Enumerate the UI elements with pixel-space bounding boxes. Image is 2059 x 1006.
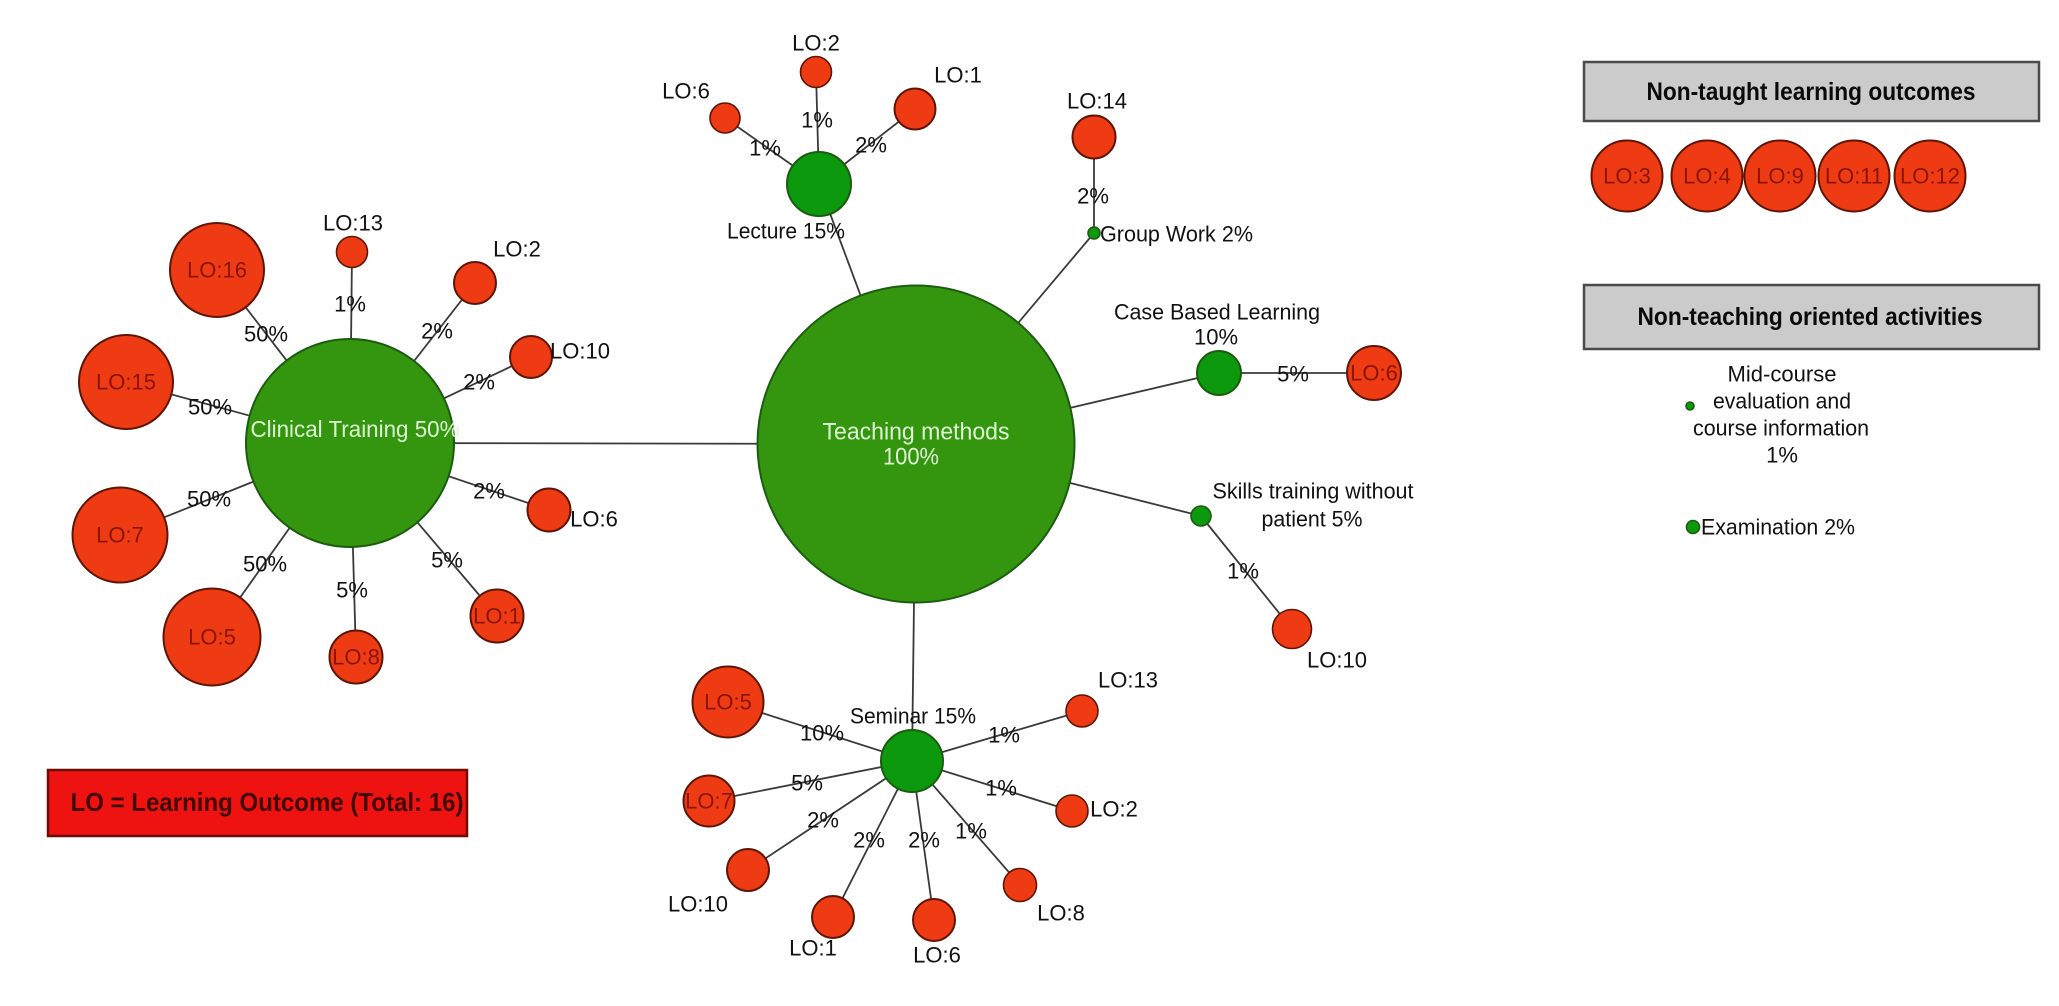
svg-text:5%: 5% xyxy=(791,771,823,796)
svg-text:50%: 50% xyxy=(244,322,288,347)
svg-text:1%: 1% xyxy=(334,292,366,317)
svg-text:2%: 2% xyxy=(473,479,505,504)
svg-text:LO:13: LO:13 xyxy=(323,211,383,236)
svg-text:LO:7: LO:7 xyxy=(96,523,144,548)
svg-text:1%: 1% xyxy=(988,723,1020,748)
svg-text:2%: 2% xyxy=(908,828,940,853)
svg-text:2%: 2% xyxy=(853,828,885,853)
svg-text:1%: 1% xyxy=(749,136,781,161)
svg-text:course information: course information xyxy=(1693,416,1869,441)
svg-text:LO:1: LO:1 xyxy=(934,63,982,88)
svg-text:LO:3: LO:3 xyxy=(1603,164,1651,189)
svg-text:1%: 1% xyxy=(955,819,987,844)
svg-text:Clinical Training 50%: Clinical Training 50% xyxy=(251,416,460,442)
svg-text:2%: 2% xyxy=(855,133,887,158)
svg-text:10%: 10% xyxy=(1194,325,1238,350)
svg-text:5%: 5% xyxy=(1277,362,1309,387)
svg-text:LO:6: LO:6 xyxy=(570,507,618,532)
svg-text:1%: 1% xyxy=(985,776,1017,801)
svg-text:5%: 5% xyxy=(431,548,463,573)
svg-text:1%: 1% xyxy=(1227,559,1259,584)
svg-text:patient 5%: patient 5% xyxy=(1262,507,1363,532)
svg-text:LO:6: LO:6 xyxy=(913,943,961,968)
svg-text:LO:7: LO:7 xyxy=(685,789,733,814)
svg-text:LO:15: LO:15 xyxy=(96,370,156,395)
svg-text:LO:2: LO:2 xyxy=(493,237,541,262)
svg-text:LO:1: LO:1 xyxy=(473,604,521,629)
svg-text:LO:10: LO:10 xyxy=(668,892,728,917)
svg-text:LO:9: LO:9 xyxy=(1756,164,1804,189)
svg-text:2%: 2% xyxy=(807,808,839,833)
svg-text:Non-teaching oriented activiti: Non-teaching oriented activities xyxy=(1638,303,1983,331)
svg-text:Skills training without: Skills training without xyxy=(1213,479,1414,504)
svg-text:50%: 50% xyxy=(188,395,232,420)
svg-text:Seminar 15%: Seminar 15% xyxy=(850,704,976,729)
svg-text:1%: 1% xyxy=(801,108,833,133)
svg-text:LO:4: LO:4 xyxy=(1683,164,1731,189)
svg-text:LO:2: LO:2 xyxy=(792,31,840,56)
svg-text:100%: 100% xyxy=(883,444,939,471)
svg-text:LO:13: LO:13 xyxy=(1098,668,1158,693)
svg-text:LO:2: LO:2 xyxy=(1090,797,1138,822)
svg-text:5%: 5% xyxy=(336,578,368,603)
svg-text:LO:5: LO:5 xyxy=(188,625,236,650)
svg-text:Group Work 2%: Group Work 2% xyxy=(1100,222,1253,247)
svg-text:Case Based Learning: Case Based Learning xyxy=(1114,300,1320,325)
svg-text:10%: 10% xyxy=(800,721,844,746)
svg-text:1%: 1% xyxy=(1766,443,1798,468)
svg-text:LO:16: LO:16 xyxy=(187,258,247,283)
svg-text:LO:8: LO:8 xyxy=(1037,901,1085,926)
svg-text:LO:11: LO:11 xyxy=(1825,164,1883,189)
svg-text:Teaching methods: Teaching methods xyxy=(823,419,1010,446)
svg-text:LO:10: LO:10 xyxy=(550,339,610,364)
svg-text:LO:12: LO:12 xyxy=(1900,164,1960,189)
svg-text:Mid-course: Mid-course xyxy=(1728,362,1837,387)
svg-text:50%: 50% xyxy=(187,487,231,512)
svg-text:Examination 2%: Examination 2% xyxy=(1701,515,1855,540)
svg-text:LO:6: LO:6 xyxy=(662,79,710,104)
svg-text:Non-taught learning outcomes: Non-taught learning outcomes xyxy=(1647,78,1976,106)
svg-text:LO = Learning Outcome (Total:: LO = Learning Outcome (Total: 16) xyxy=(71,787,464,817)
svg-text:50%: 50% xyxy=(243,552,287,577)
svg-text:LO:5: LO:5 xyxy=(704,690,752,715)
svg-text:evaluation and: evaluation and xyxy=(1713,389,1851,414)
svg-text:2%: 2% xyxy=(421,319,453,344)
svg-text:LO:1: LO:1 xyxy=(789,936,837,961)
svg-text:LO:14: LO:14 xyxy=(1067,89,1127,114)
svg-text:2%: 2% xyxy=(1077,184,1109,209)
svg-text:2%: 2% xyxy=(463,370,495,395)
svg-text:LO:8: LO:8 xyxy=(332,645,380,670)
svg-text:LO:10: LO:10 xyxy=(1307,648,1367,673)
svg-text:LO:6: LO:6 xyxy=(1350,361,1398,386)
svg-text:Lecture 15%: Lecture 15% xyxy=(727,219,845,244)
